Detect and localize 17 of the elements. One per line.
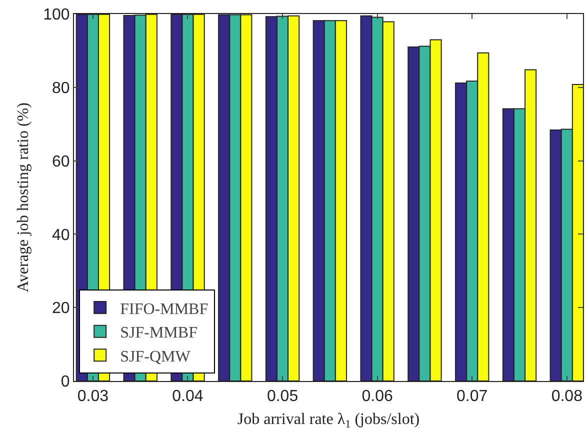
x-tick-label: 0.05 <box>266 388 298 406</box>
x-axis-title: Job arrival rate λ$_{1}$ (jobs/slot) <box>237 410 420 430</box>
y-tick-label: 40 <box>52 226 70 244</box>
x-tick-label: 0.06 <box>362 388 393 406</box>
x-tick-label: 0.04 <box>172 388 204 406</box>
y-axis-title: Average job hosting ratio (%) <box>14 102 32 292</box>
legend-label: SJF-MMBF <box>120 324 198 342</box>
y-tick-label: 100 <box>43 6 70 24</box>
y-tick-label: 20 <box>52 300 70 318</box>
y-tick-label: 80 <box>52 80 70 97</box>
x-tick-label: 0.07 <box>456 388 488 406</box>
legend-label: FIFO-MMBF <box>120 300 208 318</box>
x-tick-label: 0.08 <box>551 388 583 406</box>
legend-label: SJF-QMW <box>120 348 192 366</box>
y-tick-label: 60 <box>52 153 70 170</box>
y-tick-label: 0 <box>60 374 70 391</box>
x-tick-label: 0.03 <box>77 388 109 406</box>
